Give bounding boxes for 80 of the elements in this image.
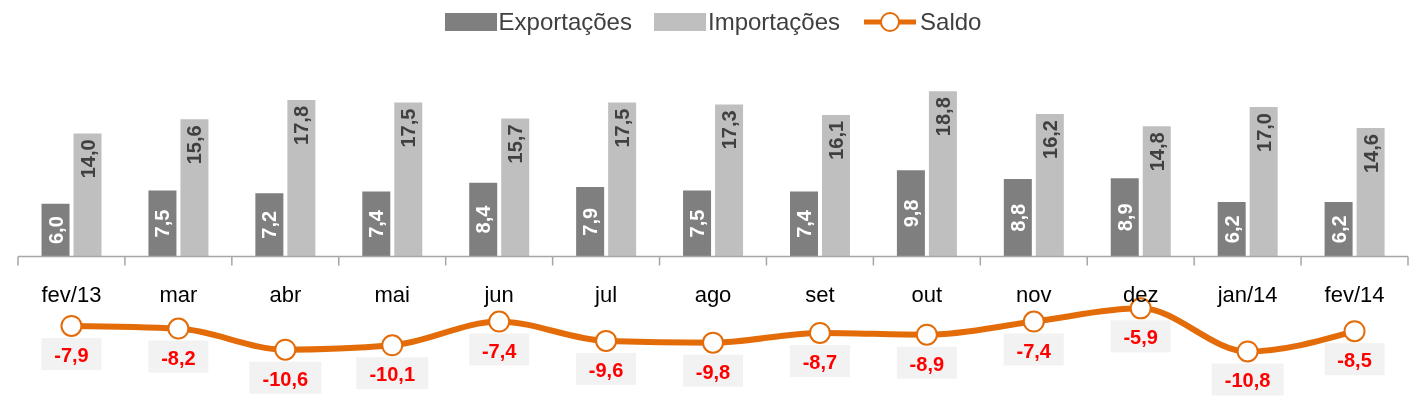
bar — [73, 133, 102, 257]
data-label: 17,8 — [290, 105, 313, 145]
legend-label: Importações — [707, 8, 841, 36]
data-label: -10,6 — [262, 367, 309, 390]
data-label: 6,2 — [1220, 215, 1243, 244]
data-label: 9,8 — [899, 199, 922, 228]
bar — [1142, 126, 1171, 257]
x-tick-label: jul — [594, 282, 618, 308]
data-label: -7,9 — [54, 343, 89, 366]
data-label: 15,6 — [183, 125, 206, 165]
point — [274, 338, 297, 361]
data-label: 16,1 — [824, 120, 847, 160]
data-label: 17,0 — [1252, 113, 1275, 152]
bar — [821, 114, 850, 257]
data-label: 14,6 — [1359, 134, 1382, 174]
data-label: 14,8 — [1145, 132, 1168, 172]
data-label: 6,2 — [1327, 215, 1350, 244]
point — [595, 329, 618, 352]
x-tick-label: fev/14 — [1324, 282, 1385, 308]
data-label: 7,9 — [579, 207, 602, 236]
data-label: -9,8 — [695, 360, 731, 383]
data-label: 7,2 — [258, 210, 281, 239]
data-label: -5,9 — [1123, 326, 1158, 349]
point — [381, 334, 404, 357]
bar — [394, 102, 423, 257]
bar — [1356, 128, 1385, 257]
data-label: -10,8 — [1224, 369, 1271, 392]
bar — [608, 102, 637, 257]
data-label: 14,0 — [76, 139, 99, 179]
x-tick-label: dez — [1122, 282, 1159, 308]
x-tick-label: jun — [483, 282, 514, 308]
data-label: 8,9 — [1113, 203, 1136, 232]
data-label: -9,6 — [588, 358, 624, 381]
data-label: 7,4 — [365, 209, 388, 238]
x-tick-label: abr — [269, 282, 302, 308]
bar — [928, 91, 957, 257]
bar — [501, 118, 530, 257]
x-tick-label: out — [911, 282, 943, 308]
legend-label: Saldo — [920, 8, 982, 36]
x-tick-label: mai — [374, 282, 410, 308]
data-label: 16,2 — [1038, 120, 1061, 159]
data-label: 17,5 — [397, 108, 420, 148]
data-label: -7,4 — [481, 339, 518, 362]
bar — [715, 104, 744, 257]
point — [60, 314, 83, 337]
x-tick-label: fev/13 — [41, 282, 102, 308]
data-label: -8,9 — [909, 352, 945, 375]
legend-label: Exportações — [498, 8, 632, 36]
point — [1022, 310, 1045, 333]
bar — [180, 119, 209, 257]
data-label: -10,1 — [369, 363, 416, 386]
point — [1236, 340, 1259, 363]
bar — [1035, 114, 1064, 257]
data-label: 17,3 — [718, 110, 741, 150]
data-label: 7,5 — [686, 209, 709, 238]
data-label: -8,5 — [1337, 349, 1372, 372]
data-label: 8,4 — [472, 204, 495, 234]
data-label: 7,4 — [792, 209, 815, 238]
data-label: 7,5 — [151, 209, 174, 238]
bar — [287, 99, 316, 257]
data-label: 18,8 — [931, 97, 954, 137]
data-label: -7,4 — [1016, 339, 1052, 362]
x-tick-label: mar — [159, 282, 198, 308]
point — [1343, 320, 1366, 343]
x-tick-label: nov — [1016, 282, 1052, 308]
point — [808, 321, 831, 344]
data-label: 17,5 — [611, 108, 634, 148]
data-label: 15,7 — [504, 124, 527, 164]
bar — [1249, 107, 1278, 257]
data-label: -8,7 — [802, 350, 838, 373]
point — [167, 317, 190, 340]
x-tick-label: ago — [694, 282, 732, 308]
point — [915, 323, 938, 346]
data-label: 8,8 — [1006, 203, 1029, 232]
point — [488, 310, 511, 333]
data-label: -8,2 — [161, 346, 196, 369]
data-label: 6,0 — [44, 216, 67, 245]
point — [702, 331, 724, 354]
x-tick-label: jan/14 — [1216, 282, 1278, 308]
x-tick-label: set — [805, 282, 835, 308]
